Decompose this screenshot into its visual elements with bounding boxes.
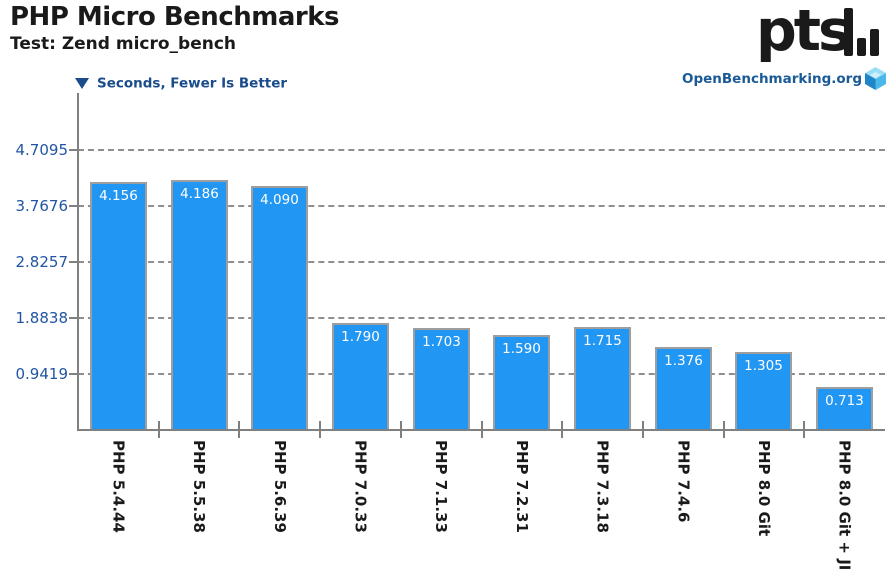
bar-value-label: 1.703 — [422, 334, 461, 350]
pts-logo-text: pts — [756, 0, 852, 64]
legend-label: Seconds, Fewer Is Better — [97, 75, 288, 92]
x-category-label: PHP 7.0.33 — [351, 440, 370, 533]
bar-value-label: 1.715 — [583, 333, 622, 349]
result-scale-legend: Seconds, Fewer Is Better — [75, 73, 288, 92]
x-category-label: PHP 7.4.6 — [674, 440, 693, 523]
pts-logo-bar-icon — [857, 38, 866, 56]
x-category-label: PHP 5.4.44 — [109, 440, 128, 533]
x-axis-tick — [157, 421, 160, 438]
y-axis-line — [77, 93, 79, 430]
x-category-label: PHP 7.3.18 — [593, 440, 612, 533]
x-axis-tick — [561, 421, 564, 438]
y-gridline — [78, 373, 885, 376]
result-bar: 1.790 — [332, 323, 389, 429]
x-category-label: PHP 8.0 Git — [754, 440, 773, 537]
bar-value-label: 1.305 — [744, 358, 783, 374]
result-bar: 1.715 — [574, 327, 631, 429]
x-category-label: PHP 5.5.38 — [190, 440, 209, 533]
bar-value-label: 1.790 — [341, 329, 380, 345]
openbenchmarking-link[interactable]: OpenBenchmarking.org — [681, 71, 862, 87]
result-bar: 1.305 — [735, 352, 792, 429]
bar-value-label: 4.156 — [99, 188, 138, 204]
pts-logo-bar-icon — [870, 29, 879, 56]
x-axis-tick — [319, 421, 322, 438]
y-axis-tick-label: 3.7676 — [15, 197, 69, 216]
x-axis-tick — [238, 421, 241, 438]
y-axis-tick — [69, 373, 78, 376]
x-category-label: PHP 7.1.33 — [432, 440, 451, 533]
result-bar: 4.186 — [171, 180, 228, 429]
y-axis-tick — [69, 149, 78, 152]
y-axis-tick — [69, 317, 78, 320]
result-bar: 1.376 — [655, 347, 712, 429]
test-subtitle: Test: Zend micro_bench — [10, 34, 237, 54]
bar-value-label: 4.186 — [180, 186, 219, 202]
x-axis-tick — [399, 421, 402, 438]
bar-value-label: 4.090 — [260, 192, 299, 208]
y-axis-tick-label: 0.9419 — [15, 365, 69, 384]
x-category-label: PHP 8.0 Git + JIT — [835, 440, 854, 570]
pts-logo: pts — [756, 0, 884, 64]
y-axis-tick-label: 2.8257 — [15, 253, 69, 272]
x-axis-tick — [803, 421, 806, 438]
y-gridline — [78, 317, 885, 320]
lower-is-better-arrow-icon — [75, 78, 89, 89]
result-bar: 1.703 — [413, 328, 470, 429]
x-category-label: PHP 5.6.39 — [270, 440, 289, 533]
y-axis-tick-label: 1.8838 — [15, 309, 69, 328]
x-axis-tick — [641, 421, 644, 438]
bar-value-label: 1.376 — [664, 353, 703, 369]
y-gridline — [78, 261, 885, 264]
x-category-label: PHP 7.2.31 — [512, 440, 531, 533]
pts-logo-bar-icon — [844, 8, 853, 56]
y-axis-tick — [69, 205, 78, 208]
y-axis-tick-label: 4.7095 — [15, 141, 69, 160]
openbenchmarking-cube-icon — [865, 67, 886, 90]
bar-value-label: 0.713 — [825, 393, 864, 409]
y-gridline — [78, 205, 885, 208]
page-title: PHP Micro Benchmarks — [10, 2, 339, 32]
x-axis-tick — [722, 421, 725, 438]
result-bar: 4.156 — [90, 182, 147, 429]
y-gridline — [78, 149, 885, 152]
x-axis-tick — [480, 421, 483, 438]
result-bar: 1.590 — [493, 335, 550, 429]
bar-value-label: 1.590 — [502, 341, 541, 357]
y-axis-tick — [69, 261, 78, 264]
result-bar: 4.090 — [251, 186, 308, 429]
result-bar: 0.713 — [816, 387, 873, 429]
